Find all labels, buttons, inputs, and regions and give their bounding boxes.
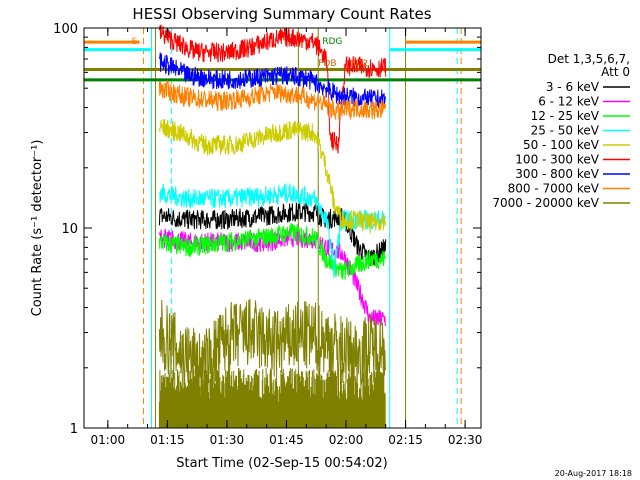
annotation-sd2: SD2: [350, 59, 368, 69]
y-tick-label-1: 10: [61, 222, 78, 237]
x-tick-label-2: 01:30: [210, 433, 245, 447]
legend-label-2: 12 - 25 keV: [531, 109, 600, 123]
lower-band-noise: [158, 367, 386, 428]
x-tick-label-5: 02:15: [388, 433, 423, 447]
legend-header-attenuator: Att 0: [601, 65, 630, 79]
plot-area: S FDB RDG SD2: [84, 24, 481, 428]
legend-label-0: 3 - 6 keV: [546, 80, 600, 94]
y-tick-label-0: 1: [70, 422, 78, 437]
series-line-5: [158, 24, 387, 154]
y-axis-label: Count Rate (s⁻¹ detector⁻¹): [30, 140, 45, 317]
series-line-4: [158, 119, 387, 234]
x-tick-label-6: 02:30: [448, 433, 483, 447]
chart-title: HESSI Observing Summary Count Rates: [132, 5, 431, 23]
y-tick-label-2: 100: [53, 22, 78, 37]
annotation-s: S: [132, 37, 138, 47]
y-axis: 1 10 100: [53, 22, 481, 437]
x-axis: 01:00 01:15 01:30 01:45 02:00 02:15 02:30: [91, 28, 483, 447]
legend-header-detectors: Det 1,3,5,6,7,: [548, 52, 630, 66]
series-line-7: [158, 80, 387, 121]
annotation-fdb: FDB: [318, 59, 336, 69]
legend-label-5: 100 - 300 keV: [515, 153, 599, 167]
timestamp: 20-Aug-2017 18:18: [555, 469, 632, 478]
series-line-2: [158, 223, 387, 281]
legend-label-8: 7000 - 20000 keV: [492, 196, 599, 210]
series-line-8: [158, 298, 387, 399]
legend-label-1: 6 - 12 keV: [538, 95, 600, 109]
x-axis-label: Start Time (02-Sep-15 00:54:02): [176, 456, 387, 471]
legend-label-4: 50 - 100 keV: [523, 138, 600, 152]
x-tick-label-4: 02:00: [329, 433, 364, 447]
annotation-rdg: RDG: [322, 37, 342, 47]
x-tick-label-3: 01:45: [269, 433, 304, 447]
legend-label-6: 300 - 800 keV: [515, 167, 599, 181]
legend-label-7: 800 - 7000 keV: [508, 182, 600, 196]
legend-label-3: 25 - 50 keV: [531, 124, 600, 138]
series-line-6: [158, 52, 387, 110]
x-tick-label-0: 01:00: [91, 433, 126, 447]
x-tick-label-1: 01:15: [150, 433, 185, 447]
